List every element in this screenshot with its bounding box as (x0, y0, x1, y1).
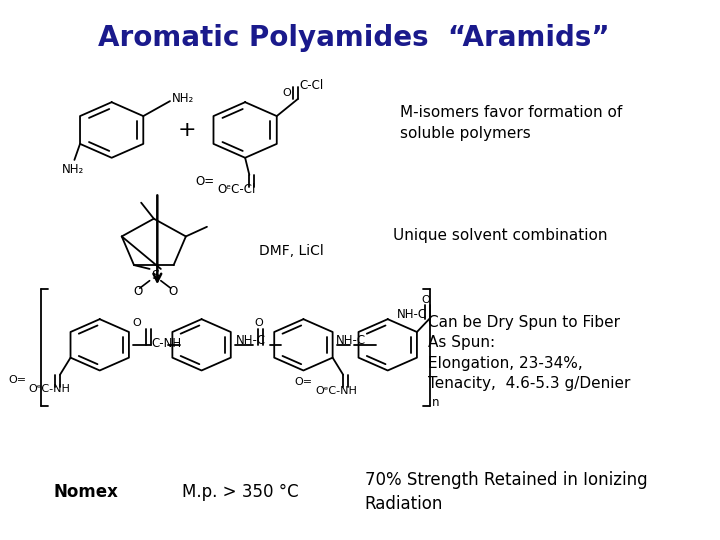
Text: O=: O= (294, 377, 313, 387)
Text: NH₂: NH₂ (171, 92, 194, 105)
Text: O: O (282, 87, 291, 98)
Text: DMF, LiCl: DMF, LiCl (259, 244, 324, 258)
Text: C-Cl: C-Cl (300, 79, 323, 92)
Text: OᵉC-NH: OᵉC-NH (315, 386, 357, 396)
Text: Nomex: Nomex (53, 483, 118, 501)
Text: Aromatic Polyamides  “Aramids”: Aromatic Polyamides “Aramids” (98, 24, 610, 51)
Text: O: O (421, 295, 430, 305)
Text: OᵉC-Cl: OᵉC-Cl (217, 184, 256, 197)
Text: n: n (432, 395, 439, 408)
Text: +: + (178, 120, 196, 140)
Text: Unique solvent combination: Unique solvent combination (392, 228, 607, 243)
Text: OᵉC-NH: OᵉC-NH (28, 383, 71, 394)
Text: M-isomers favor formation of
soluble polymers: M-isomers favor formation of soluble pol… (400, 105, 622, 141)
Text: O: O (254, 319, 263, 328)
Text: C-NH: C-NH (152, 338, 182, 350)
Text: O: O (132, 319, 141, 328)
Text: S: S (151, 269, 159, 282)
Text: NH-C: NH-C (397, 308, 428, 321)
Text: O: O (133, 285, 143, 298)
Text: NH-C: NH-C (236, 334, 266, 347)
Text: O=: O= (8, 375, 26, 385)
Text: NH₂: NH₂ (62, 163, 84, 176)
Text: Can be Dry Spun to Fiber
As Spun:
Elongation, 23-34%,
Tenacity,  4.6-5.3 g/Denie: Can be Dry Spun to Fiber As Spun: Elonga… (428, 315, 630, 391)
Text: M.p. > 350 °C: M.p. > 350 °C (182, 483, 299, 501)
Text: O: O (168, 285, 177, 298)
Text: O=: O= (195, 176, 215, 188)
Text: 70% Strength Retained in Ionizing
Radiation: 70% Strength Retained in Ionizing Radiat… (364, 471, 647, 513)
Text: NH-C: NH-C (336, 334, 366, 347)
